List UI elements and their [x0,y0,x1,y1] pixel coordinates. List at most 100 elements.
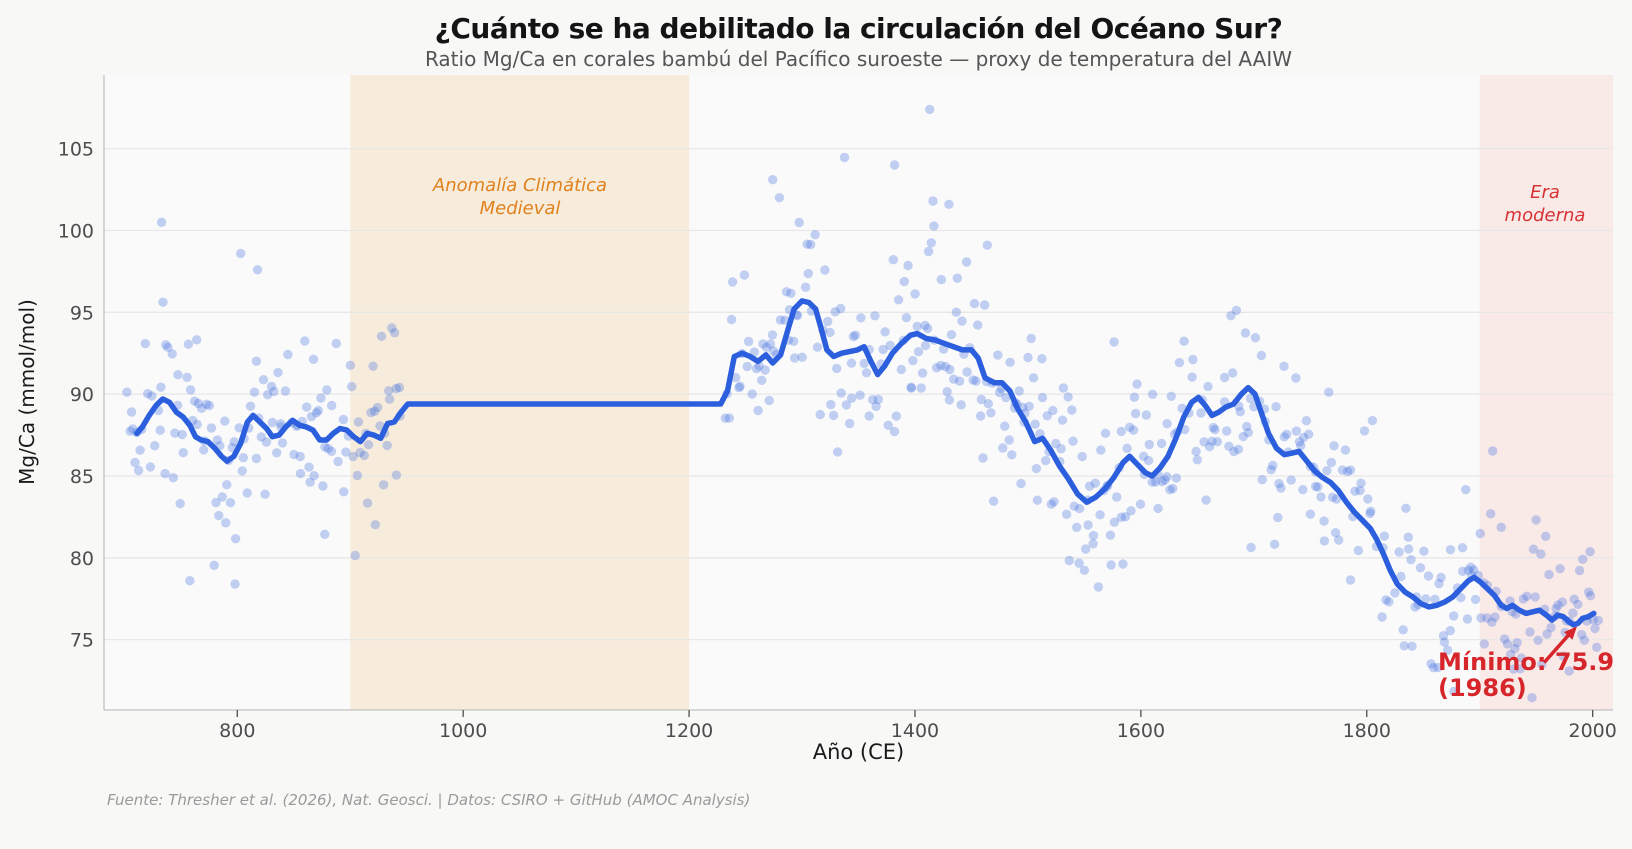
scatter-point [1531,515,1541,525]
scatter-point [1243,427,1254,438]
trend-line [134,298,1597,628]
scatter-point [1403,544,1414,554]
scatter-point [942,387,952,397]
scatter-point [931,363,942,373]
x-tick-label: 1000 [439,720,487,742]
scatter-point [1301,416,1312,426]
scatter-point [1007,450,1017,460]
source-footnote: Fuente: Thresher et al. (2026), Nat. Geo… [107,791,751,809]
scatter-point [743,336,754,347]
scatter-point [1156,438,1167,449]
scatter-point [183,339,194,349]
scatter-point [1088,530,1099,541]
scatter-point [781,287,792,297]
scatter-point [1196,408,1206,418]
scatter-point [800,282,811,292]
scatter-point [382,440,392,451]
scatter-point [979,300,990,310]
scatter-point [1135,499,1146,509]
scatter-point [1542,629,1552,639]
scatter-point [1434,578,1444,589]
scatter-point [1116,426,1127,437]
scatter-point [1515,664,1526,674]
scatter-point [1551,603,1561,614]
minimum-annotation: Mínimo: 75.9 (1986) [1438,649,1614,701]
scatter-point [1516,653,1527,663]
scatter-point [1294,437,1305,447]
scatter-point [1257,475,1267,485]
scatter-point [1419,546,1429,556]
scatter-point [1458,566,1468,576]
scatter-point [222,480,232,490]
scatter-point [923,246,934,257]
scatter-point [320,442,330,452]
scatter-point [973,320,983,330]
scatter-point [920,320,930,331]
scatter-point [333,456,343,467]
scatter-point [1132,379,1142,389]
scatter-point [295,468,306,479]
scatter-point [326,446,337,456]
scatter-point [1585,547,1595,557]
scatter-point [1093,582,1104,592]
scatter-point [815,409,825,420]
scatter-point [1319,536,1330,546]
scatter-point [1120,512,1131,522]
scatter-point [1462,614,1473,624]
scatter-point [1058,383,1069,393]
scatter-point [394,382,405,393]
scatter-point [220,416,230,426]
scatter-point [289,449,299,460]
scatter-point [1162,472,1172,482]
scatter-point [1210,425,1220,435]
scatter-point [1271,402,1281,412]
scatter-point [1522,591,1532,601]
scatter-point [794,217,804,228]
scatter-point [1316,492,1326,502]
scatter-point [1204,442,1215,452]
scatter-point [891,411,901,421]
scatter-point [263,390,273,400]
scatter-point [936,274,946,285]
scatter-point [1499,634,1510,644]
scatter-point [1366,506,1376,516]
scatter-point [1023,352,1033,363]
scatter-point [249,387,260,397]
scatter-point [1219,372,1230,383]
scatter-point [236,248,246,259]
scatter-point [1423,571,1434,581]
scatter-point [1363,494,1373,504]
scatter-point [1026,333,1036,344]
chart-subtitle: Ratio Mg/Ca en corales bambú del Pacífic… [424,47,1293,71]
scatter-point [269,386,279,397]
scatter-point [185,576,195,586]
scatter-point [1313,482,1323,492]
scatter-point [962,367,972,377]
scatter-point [217,492,227,502]
scatter-point [1165,485,1175,495]
scatter-point [370,520,380,530]
medieval-band-label: Anomalía Climática Medieval [370,174,670,220]
scatter-point [899,276,909,287]
scatter-point [1072,522,1082,532]
scatter-point [1327,492,1338,502]
scatter-point [391,470,402,480]
scatter-point [1536,549,1546,559]
scatter-point [1129,392,1140,402]
scatter-point [384,394,395,404]
scatter-point [126,407,137,417]
scatter-point [347,381,357,392]
scatter-point [1191,446,1201,457]
scatter-point [1208,422,1219,433]
scatter-point [170,428,180,438]
scatter-point [318,481,328,491]
scatter-point [209,560,219,570]
scatter-point [359,450,369,461]
medieval-band-label-line1: Anomalía Climática [432,175,608,196]
x-tick-label: 1400 [891,720,939,742]
scatter-point [1088,539,1098,549]
scatter-point [1367,415,1378,426]
scatter-point [812,342,823,352]
scatter-point [308,354,319,364]
scatter-point [1396,571,1406,582]
